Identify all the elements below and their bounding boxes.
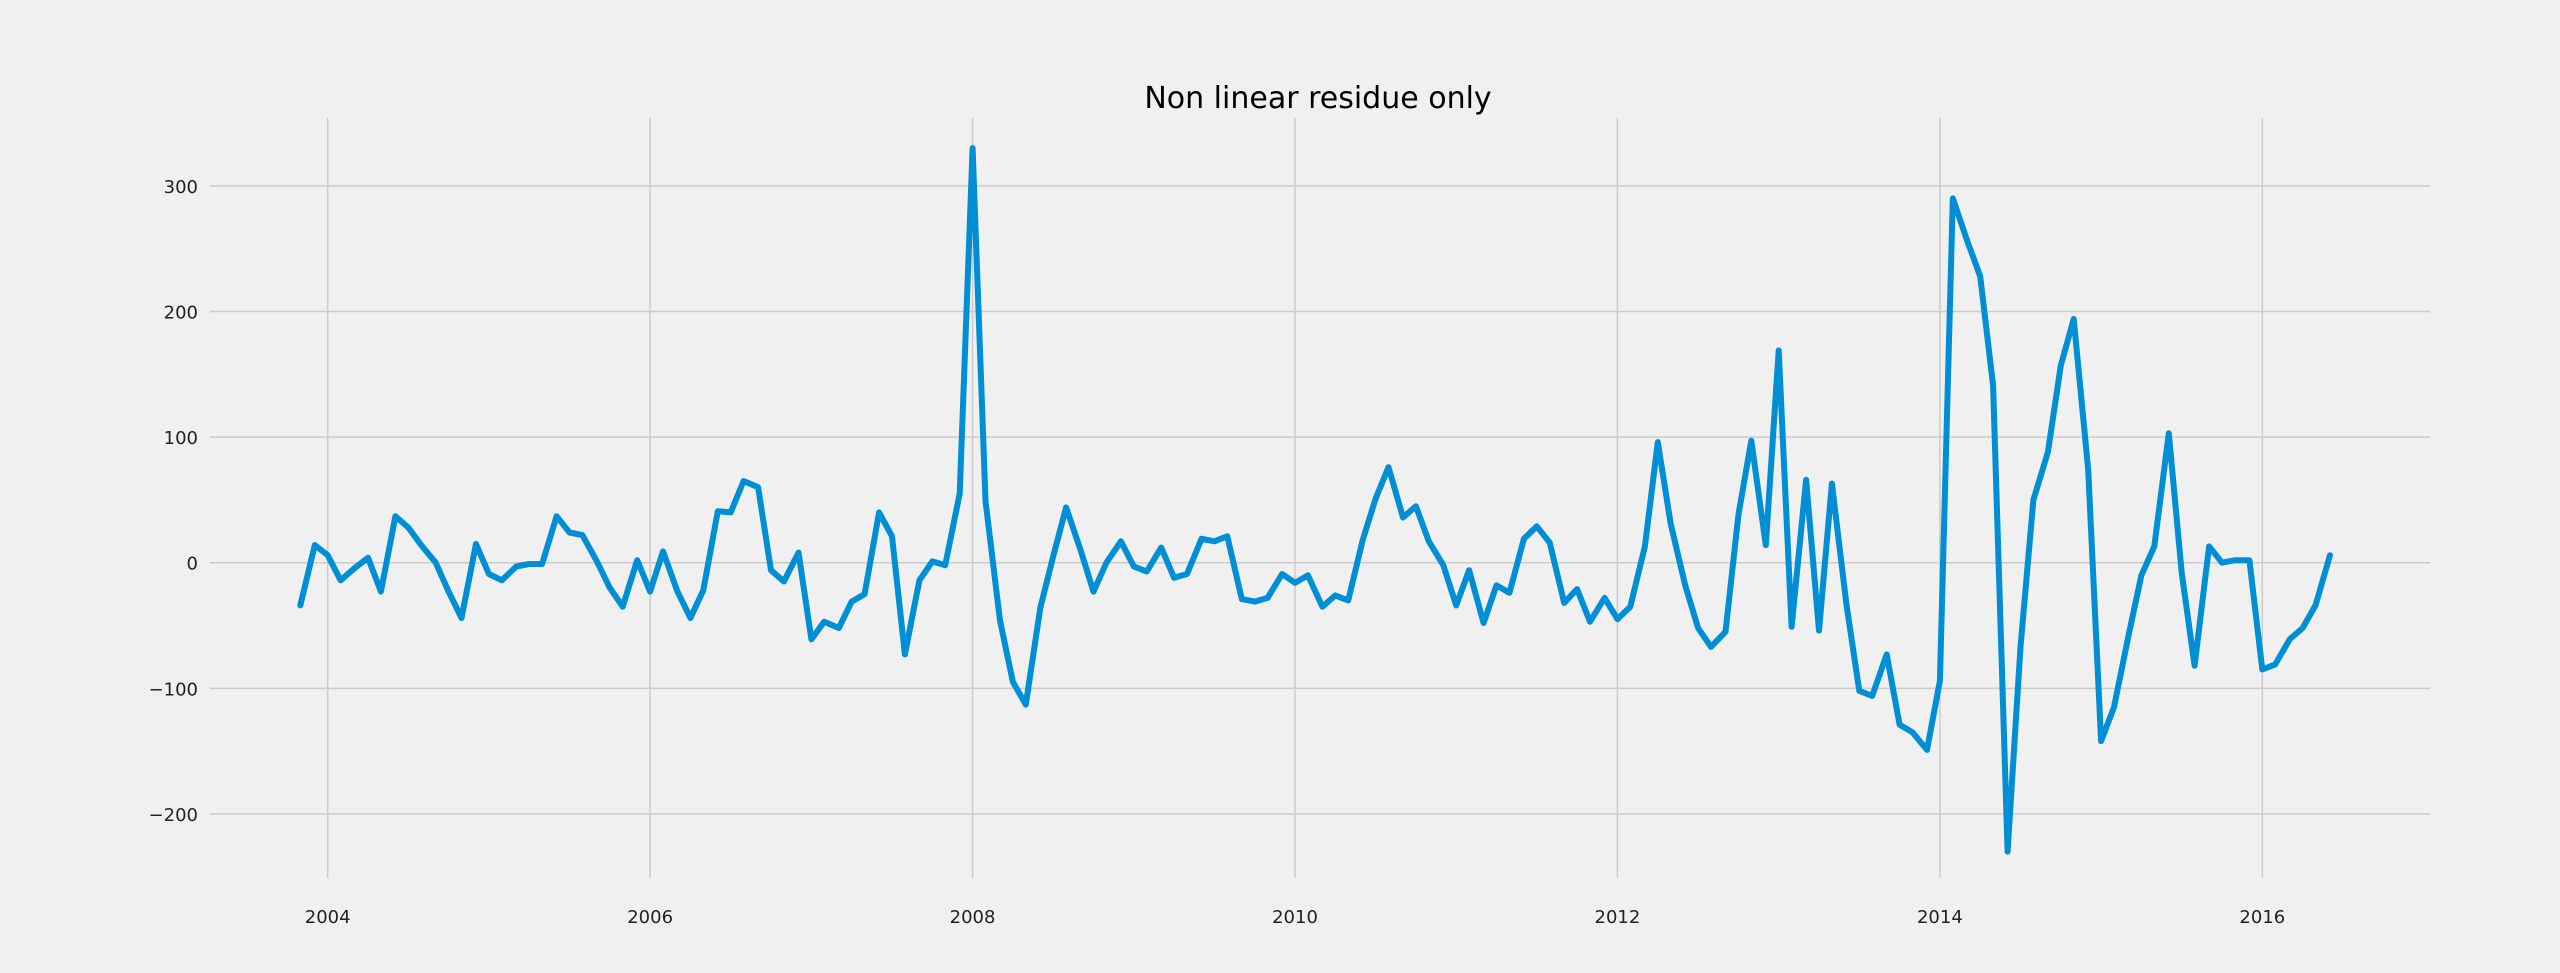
x-tick-label: 2016: [2239, 907, 2285, 928]
x-tick-label: 2012: [1595, 907, 1641, 928]
y-gridlines: [210, 185, 2430, 815]
x-tick-label: 2014: [1917, 907, 1963, 928]
x-tick-label: 2010: [1272, 907, 1318, 928]
x-tick-label: 2006: [627, 907, 673, 928]
y-tick-label: 200: [164, 302, 198, 323]
x-axis-tick-labels: 2004 2006 2008 2010 2012 2014 2016: [305, 907, 2285, 928]
x-gridlines: [326, 118, 2264, 878]
y-tick-label: 300: [164, 177, 198, 198]
x-tick-label: 2004: [305, 907, 351, 928]
y-tick-label: 100: [164, 428, 198, 449]
chart-title: Non linear residue only: [1144, 81, 1491, 116]
y-tick-label: −100: [149, 679, 198, 700]
y-tick-label: −200: [149, 805, 198, 826]
y-tick-label: 0: [187, 554, 198, 575]
series-line: [297, 145, 2333, 855]
series-layer: [297, 145, 2333, 855]
x-tick-label: 2008: [950, 907, 996, 928]
y-axis-tick-labels: 300 200 100 0 −100 −200: [149, 177, 198, 826]
